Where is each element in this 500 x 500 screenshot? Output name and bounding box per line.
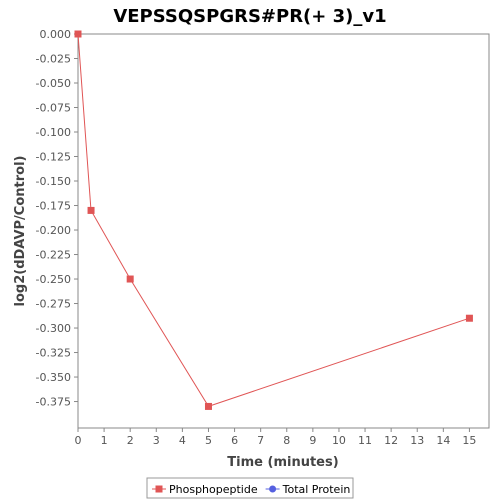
data-point <box>126 275 134 283</box>
x-tick-label: 1 <box>101 434 108 447</box>
y-tick-label: -0.075 <box>36 102 71 115</box>
x-tick-label: 4 <box>179 434 186 447</box>
x-tick-label: 12 <box>384 434 398 447</box>
data-point <box>74 30 82 38</box>
y-axis-label: log2(dDAVP/Control) <box>13 156 28 307</box>
legend-marker <box>269 485 277 493</box>
plot-area <box>77 33 490 429</box>
chart-title: VEPSSQSPGRS#PR(+ 3)_v1 <box>113 6 386 27</box>
x-tick-label: 13 <box>410 434 424 447</box>
y-tick-label: -0.225 <box>36 249 71 262</box>
y-tick-label: -0.175 <box>36 200 71 213</box>
x-tick-label: 14 <box>436 434 450 447</box>
data-point <box>465 314 473 322</box>
x-tick-label: 5 <box>205 434 212 447</box>
legend-label: Total Protein <box>282 483 351 496</box>
x-tick-label: 10 <box>332 434 346 447</box>
y-tick-label: -0.150 <box>36 175 71 188</box>
legend-label: Phosphopeptide <box>169 483 258 496</box>
y-axis: 0.000 -0.025 -0.050 -0.075 -0.100 -0.125 -0.15… <box>36 28 78 409</box>
x-tick-label: 9 <box>309 434 316 447</box>
y-tick-label: 0.000 <box>40 28 72 41</box>
data-point <box>87 206 95 214</box>
y-tick-label: -0.025 <box>36 53 71 66</box>
series-layer <box>74 30 473 410</box>
x-tick-label: 15 <box>462 434 476 447</box>
y-tick-label: -0.350 <box>36 371 71 384</box>
x-tick-label: 11 <box>358 434 372 447</box>
y-tick-label: -0.050 <box>36 77 71 90</box>
x-axis-label: Time (minutes) <box>227 455 338 470</box>
x-tick-label: 7 <box>257 434 264 447</box>
y-tick-label: -0.325 <box>36 347 71 360</box>
y-tick-label: -0.200 <box>36 224 71 237</box>
x-tick-label: 6 <box>231 434 238 447</box>
data-point <box>204 402 212 410</box>
x-axis: 0 1 2 3 4 5 6 7 8 9 10 11 12 13 14 15 <box>75 428 476 447</box>
y-tick-label: -0.100 <box>36 126 71 139</box>
x-tick-label: 2 <box>127 434 134 447</box>
legend-box <box>146 477 354 499</box>
x-tick-label: 0 <box>75 434 82 447</box>
y-tick-label: -0.275 <box>36 298 71 311</box>
y-tick-label: -0.375 <box>36 396 71 409</box>
x-tick-label: 3 <box>153 434 160 447</box>
y-tick-label: -0.250 <box>36 273 71 286</box>
legend-marker <box>155 485 163 493</box>
y-tick-label: -0.300 <box>36 322 71 335</box>
y-tick-label: -0.125 <box>36 151 71 164</box>
legend: Phosphopeptide Total Protein <box>146 477 354 499</box>
x-tick-label: 8 <box>283 434 290 447</box>
